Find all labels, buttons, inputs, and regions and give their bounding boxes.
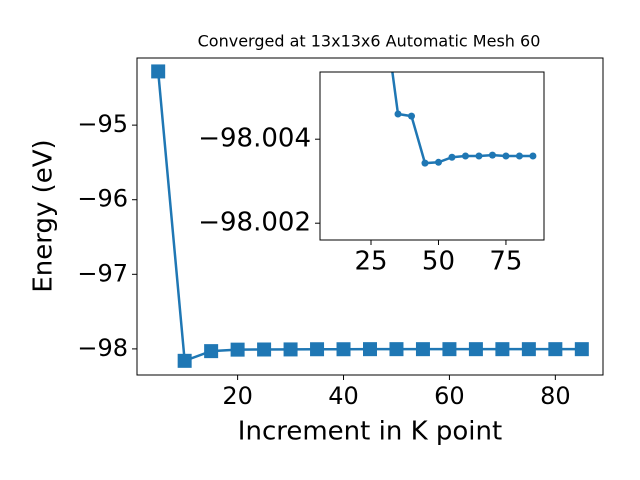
x-tick-label: 50 <box>422 247 455 277</box>
x-tick-label: 60 <box>434 382 465 410</box>
marker <box>177 353 192 368</box>
marker <box>336 342 351 357</box>
marker <box>204 344 219 359</box>
y-tick-label: −95 <box>77 110 128 138</box>
marker <box>415 342 430 357</box>
plot-frame <box>319 71 545 241</box>
marker <box>468 342 483 357</box>
marker <box>421 159 429 167</box>
marker <box>495 342 510 357</box>
y-tick-label: −98.004 <box>198 124 311 154</box>
marker <box>475 152 483 160</box>
marker <box>442 342 457 357</box>
marker <box>363 342 377 357</box>
marker <box>407 112 415 120</box>
marker <box>230 342 245 357</box>
plot-clip <box>151 64 589 368</box>
plot-clip <box>381 10 537 167</box>
marker <box>310 342 325 357</box>
marker <box>488 151 496 159</box>
y-tick-label: −97 <box>77 259 128 287</box>
marker <box>502 152 510 160</box>
marker <box>434 158 442 166</box>
marker <box>389 342 404 357</box>
marker <box>394 110 402 118</box>
marker <box>381 10 388 17</box>
y-tick-label: −96 <box>77 185 128 213</box>
y-tick-label: −98 <box>77 334 128 362</box>
x-tick-label: 75 <box>489 247 522 277</box>
x-tick-label: 80 <box>540 382 571 410</box>
marker <box>521 342 536 357</box>
y-axis-label: Energy (eV) <box>29 139 59 292</box>
marker <box>574 342 589 357</box>
x-axis-label: Increment in K point <box>238 417 502 447</box>
x-tick-label: 25 <box>354 247 387 277</box>
marker <box>448 153 456 161</box>
x-tick-label: 40 <box>328 382 359 410</box>
marker <box>548 342 563 357</box>
y-tick-label: −98.002 <box>198 208 311 238</box>
marker <box>515 152 523 160</box>
marker <box>461 152 469 160</box>
plot-frame <box>136 57 604 376</box>
x-tick-label: 20 <box>222 382 253 410</box>
marker <box>257 342 272 357</box>
chart-title: Converged at 13x13x6 Automatic Mesh 60 <box>198 32 541 51</box>
marker <box>529 152 537 160</box>
marker <box>151 64 166 79</box>
marker <box>283 342 298 357</box>
